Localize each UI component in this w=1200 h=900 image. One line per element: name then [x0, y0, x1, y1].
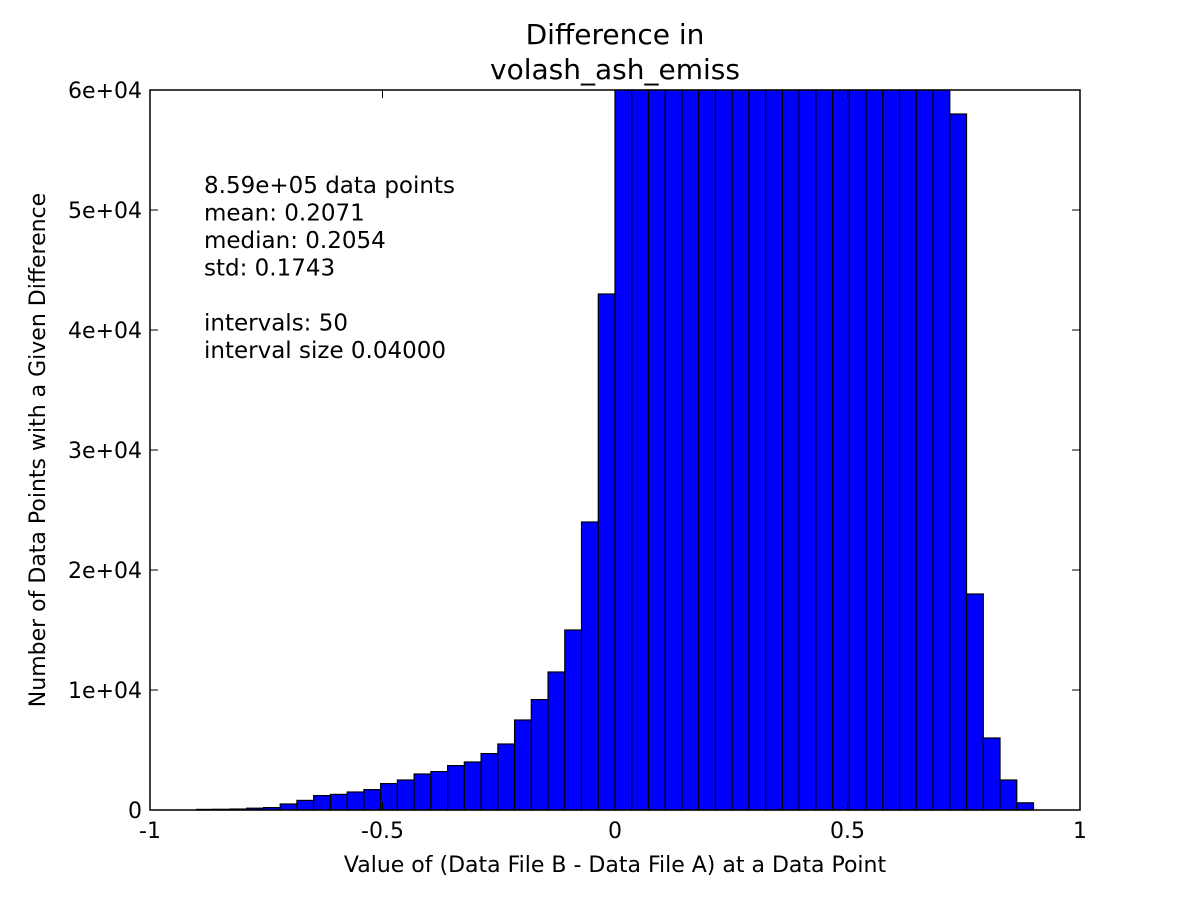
histogram-bar	[815, 89, 834, 811]
histogram-bar	[480, 752, 499, 811]
histogram-bar	[731, 89, 750, 811]
histogram-bar	[279, 803, 298, 811]
histogram-bar	[748, 89, 767, 811]
y-tick-label: 2e+04	[68, 559, 142, 584]
histogram-bar	[765, 89, 783, 811]
annotation-line: median: 0.2054	[204, 228, 386, 254]
x-tick-label: 1	[1073, 819, 1087, 844]
histogram-bar	[430, 770, 449, 811]
chart-title-line-1: Difference in	[526, 18, 705, 51]
histogram-bar	[965, 593, 984, 811]
histogram-bar	[547, 671, 566, 811]
histogram-bar	[982, 737, 1001, 811]
histogram-bar	[681, 89, 700, 811]
y-axis-ticks: 0 1e+04 2e+04 3e+04 4e+04 5e+04 6e+04	[68, 79, 1080, 824]
histogram-bar	[497, 743, 516, 811]
histogram-bar	[999, 779, 1018, 811]
y-tick-label: 3e+04	[68, 439, 142, 464]
annotation-line: interval size 0.04000	[204, 338, 446, 364]
histogram-bar	[848, 89, 867, 811]
x-axis-ticks: -1 -0.5 0 0.5 1	[139, 90, 1087, 844]
histogram-bar	[781, 89, 800, 811]
histogram-bar	[698, 89, 717, 811]
x-tick-label: -1	[139, 819, 161, 844]
histogram-bar	[1016, 802, 1035, 811]
histogram-bar	[932, 89, 951, 811]
histogram-bar	[898, 89, 917, 811]
annotation-line: intervals: 50	[204, 311, 348, 337]
histogram-bar	[363, 788, 382, 811]
y-axis-label: Number of Data Points with a Given Diffe…	[26, 193, 51, 707]
y-tick-label: 0	[128, 799, 142, 824]
histogram-bar	[313, 794, 332, 811]
y-tick-label: 6e+04	[68, 79, 142, 104]
histogram-bar	[413, 773, 432, 811]
histogram-bar	[564, 629, 583, 811]
histogram-bar	[631, 89, 650, 811]
histogram-bar	[915, 89, 934, 811]
annotation-line: mean: 0.2071	[204, 201, 365, 227]
x-tick-label: -0.5	[361, 819, 404, 844]
histogram-bar	[346, 791, 365, 811]
histogram-bar	[614, 89, 633, 811]
histogram-bar	[597, 293, 616, 811]
x-tick-label: 0	[608, 819, 622, 844]
histogram-bar	[396, 779, 415, 811]
histogram-bar	[513, 719, 532, 811]
y-tick-label: 1e+04	[68, 679, 142, 704]
histogram-bar	[463, 761, 482, 811]
histogram-bar	[380, 782, 398, 811]
annotation-line	[204, 283, 211, 309]
histogram-bar	[882, 89, 901, 811]
histogram-bar	[296, 799, 315, 811]
x-tick-label: 0.5	[830, 819, 865, 844]
chart-title-line-2: volash_ash_emiss	[490, 53, 740, 86]
histogram-bar	[580, 521, 599, 811]
histogram-bar	[447, 764, 465, 811]
histogram-bar	[647, 89, 666, 811]
histogram-bar	[865, 89, 884, 811]
y-tick-label: 4e+04	[68, 319, 142, 344]
stats-annotation: 8.59e+05 data points mean: 0.2071 median: …	[204, 173, 455, 364]
histogram-bar	[832, 89, 850, 811]
histogram-bar	[798, 89, 817, 811]
histogram-bar	[949, 113, 968, 811]
x-axis-label: Value of (Data File B - Data File A) at …	[344, 853, 887, 878]
annotation-line: 8.59e+05 data points	[204, 173, 455, 199]
histogram-bar	[530, 698, 549, 811]
annotation-line: std: 0.1743	[204, 256, 335, 282]
histogram-bar	[329, 793, 348, 811]
y-tick-label: 5e+04	[68, 199, 142, 224]
histogram-bar	[714, 89, 733, 811]
histogram-bar	[664, 89, 683, 811]
